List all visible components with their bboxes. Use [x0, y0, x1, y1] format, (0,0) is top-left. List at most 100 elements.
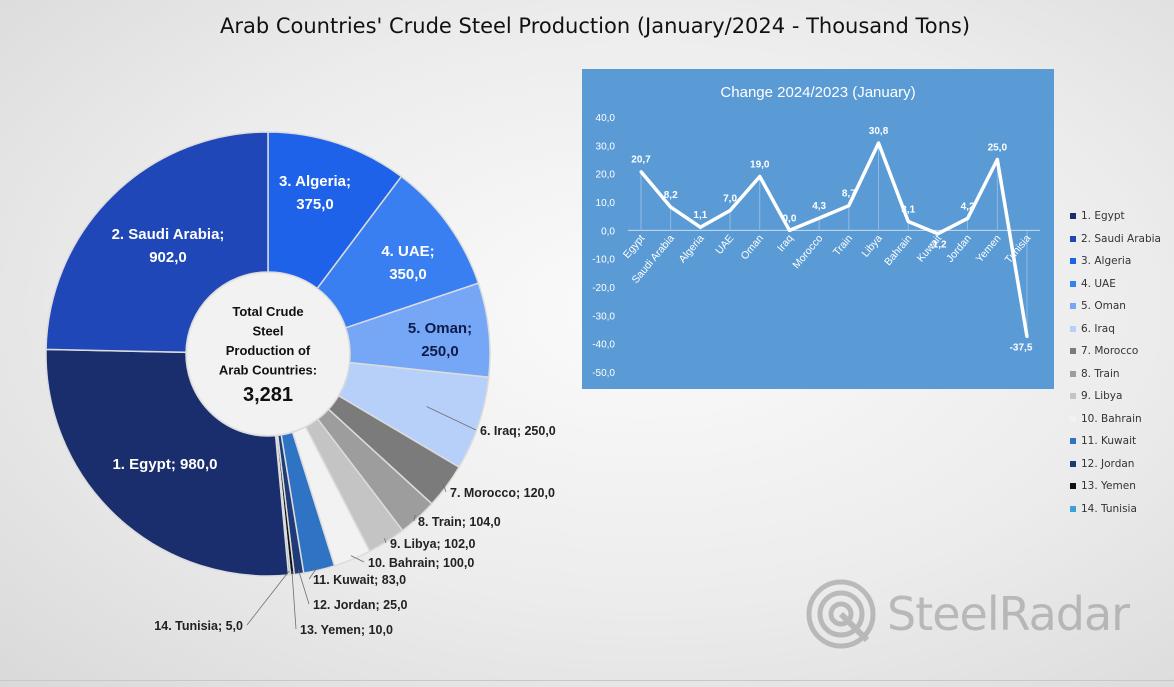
data-point: [936, 232, 940, 236]
x-tick-label: Morocco: [790, 232, 825, 271]
y-tick-label: 30,0: [596, 141, 616, 152]
line-chart-panel: Change 2024/2023 (January) 40,0 30,0 20,0 10…: [582, 69, 1054, 389]
data-label: 0,0: [783, 213, 797, 224]
slice-label-2: 2. Saudi Arabia;: [112, 226, 225, 243]
y-tick-label: 20,0: [596, 170, 616, 181]
legend-swatch: [1070, 303, 1076, 310]
slice-label-13: 13. Yemen; 10,0: [300, 623, 393, 637]
legend-swatch: [1070, 415, 1076, 422]
data-point: [906, 220, 910, 224]
legend-item: 1. Egypt: [1070, 205, 1170, 228]
x-tick-label: Train: [831, 232, 855, 258]
leader-line-9: [384, 538, 387, 544]
y-tick-label: -10,0: [592, 255, 615, 266]
legend-swatch: [1070, 483, 1076, 490]
line-chart: Change 2024/2023 (January) 40,0 30,0 20,0 10…: [592, 84, 1040, 379]
x-tick-label: Jordan: [944, 232, 974, 264]
data-point: [847, 204, 851, 208]
legend-swatch: [1070, 393, 1076, 400]
legend-swatch: [1070, 460, 1076, 467]
center-label-line: Total Crude: [232, 304, 303, 319]
legend-label: 4. UAE: [1081, 277, 1116, 290]
slice-label-6: 6. Iraq; 250,0: [480, 424, 556, 438]
data-label: 20,7: [631, 155, 651, 166]
slice-label-3: 3. Algeria;: [279, 173, 351, 190]
watermark: SteelRadar: [805, 578, 1130, 650]
slice-label-1: 1. Egypt; 980,0: [112, 456, 217, 473]
data-label: 8,7: [842, 189, 856, 200]
slice-label-11: 11. Kuwait; 83,0: [313, 573, 406, 587]
center-label-line: Production of: [226, 343, 311, 358]
legend-item: 8. Train: [1070, 363, 1170, 386]
legend-item: 6. Iraq: [1070, 318, 1170, 341]
slice-label-4: 350,0: [389, 266, 427, 283]
slice-label-12: 12. Jordan; 25,0: [313, 598, 408, 612]
y-tick-label: -40,0: [592, 340, 615, 351]
slice-label-2: 902,0: [149, 249, 187, 266]
data-point: [787, 228, 791, 232]
x-tick-label: Iraq: [775, 232, 796, 254]
y-tick-label: 40,0: [596, 113, 616, 124]
legend-swatch: [1070, 370, 1076, 377]
legend-item: 3. Algeria: [1070, 250, 1170, 273]
legend-label: 12. Jordan: [1081, 457, 1135, 470]
legend-item: 4. UAE: [1070, 273, 1170, 296]
data-label: 8,2: [664, 190, 678, 201]
data-label: -37,5: [1010, 343, 1033, 354]
x-tick-label: Egypt: [621, 232, 648, 260]
legend-item: 12. Jordan: [1070, 453, 1170, 476]
legend-label: 8. Train: [1081, 367, 1120, 380]
legend-label: 7. Morocco: [1081, 345, 1139, 358]
data-label: 30,8: [869, 126, 889, 137]
data-point: [698, 225, 702, 229]
leader-line-8: [413, 514, 416, 522]
leader-line-10: [350, 555, 365, 563]
slice-label-5: 250,0: [421, 343, 459, 360]
x-tick-label: Yemen: [974, 232, 1004, 265]
legend-label: 14. Tunisia: [1081, 502, 1137, 515]
data-point: [1025, 335, 1029, 339]
x-tick-label: Algeria: [676, 232, 706, 265]
center-total: 3,281: [243, 384, 293, 406]
center-label-line: Steel: [252, 324, 283, 339]
leader-line-6: [426, 406, 477, 431]
data-point: [639, 170, 643, 174]
legend-label: 10. Bahrain: [1081, 412, 1142, 425]
data-label: 7,0: [723, 194, 737, 205]
y-tick-label: 10,0: [596, 198, 616, 209]
legend-swatch: [1070, 258, 1076, 265]
slice-label-9: 9. Libya; 102,0: [390, 537, 476, 551]
data-label: 19,0: [750, 160, 770, 171]
data-point: [877, 141, 881, 145]
slice-label-14: 14. Tunisia; 5,0: [154, 619, 243, 633]
legend-label: 6. Iraq: [1081, 322, 1115, 335]
donut-slice-1: [45, 348, 290, 577]
legend-item: 5. Oman: [1070, 295, 1170, 318]
leader-line-12: [298, 569, 310, 605]
legend-label: 5. Oman: [1081, 300, 1126, 313]
data-point: [995, 158, 999, 161]
slice-label-3: 375,0: [296, 196, 334, 213]
leader-line-14: [246, 570, 290, 626]
legend-label: 3. Algeria: [1081, 255, 1132, 268]
y-tick-label: -30,0: [592, 311, 615, 322]
data-label: -1,2: [929, 240, 947, 251]
legend-swatch: [1070, 438, 1076, 445]
legend-item: 7. Morocco: [1070, 340, 1170, 363]
y-tick-label: -20,0: [592, 283, 615, 294]
legend-swatch: [1070, 505, 1076, 512]
x-tick-label: Tunisia: [1003, 232, 1034, 265]
slice-label-5: 5. Oman;: [408, 320, 472, 337]
legend-label: 1. Egypt: [1081, 210, 1125, 223]
legend: 1. Egypt 2. Saudi Arabia 3. Algeria 4. UAE 5…: [1070, 205, 1170, 520]
x-tick-label: UAE: [713, 233, 736, 257]
y-tick-label: -50,0: [592, 368, 615, 379]
slice-label-4: 4. UAE;: [381, 243, 434, 260]
legend-swatch: [1070, 348, 1076, 355]
series-line: [639, 141, 1029, 337]
legend-label: 11. Kuwait: [1081, 435, 1137, 448]
legend-swatch: [1070, 235, 1076, 242]
legend-swatch: [1070, 325, 1076, 332]
x-tick-label: Libya: [860, 232, 885, 259]
leader-line-11: [308, 565, 319, 580]
